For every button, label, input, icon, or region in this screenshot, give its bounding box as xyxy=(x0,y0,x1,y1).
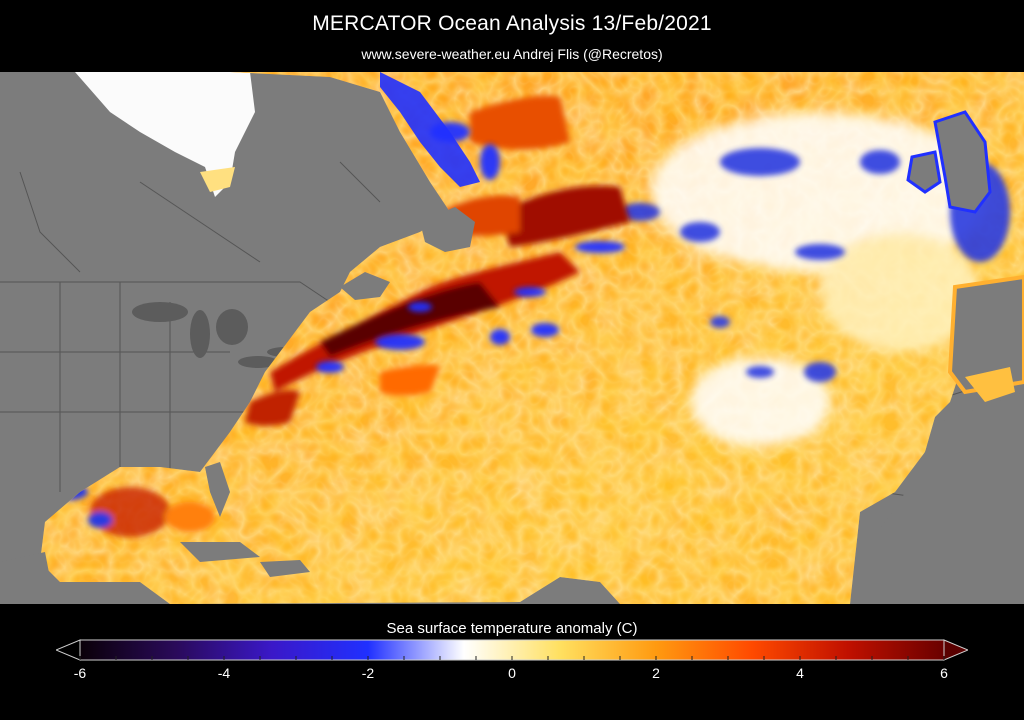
map-credit: www.severe-weather.eu Andrej Flis (@Recr… xyxy=(361,46,663,62)
map-title: MERCATOR Ocean Analysis 13/Feb/2021 xyxy=(312,12,712,35)
caribbean-land xyxy=(0,462,310,604)
colorbar-tick-label: -6 xyxy=(73,665,87,681)
header: MERCATOR Ocean Analysis 13/Feb/2021 www.… xyxy=(0,0,1024,72)
colorbar-tick-label: 0 xyxy=(508,665,516,681)
map-canvas xyxy=(0,72,1024,604)
colorbar-tick-label: -4 xyxy=(217,665,231,681)
hudson-bay-ice xyxy=(75,72,255,197)
colorbar xyxy=(54,638,970,662)
colorbar-tick-label: 4 xyxy=(796,665,804,681)
colorbar-min-arrow xyxy=(54,639,81,661)
colorbar-max-arrow xyxy=(943,639,970,661)
colorbar-tick-label: 2 xyxy=(652,665,660,681)
british-isles xyxy=(906,110,992,214)
colorbar-svg xyxy=(54,639,970,661)
sst-anomaly-map xyxy=(0,72,1024,604)
colorbar-tick-label: -2 xyxy=(361,665,375,681)
colorbar-label: Sea surface temperature anomaly (C) xyxy=(386,620,638,637)
colorbar-ticks xyxy=(79,656,945,660)
legend-panel: Sea surface temperature anomaly (C) xyxy=(0,604,1024,720)
colorbar-tick-label: 6 xyxy=(940,665,948,681)
africa xyxy=(855,392,1024,604)
newfoundland xyxy=(340,207,475,300)
